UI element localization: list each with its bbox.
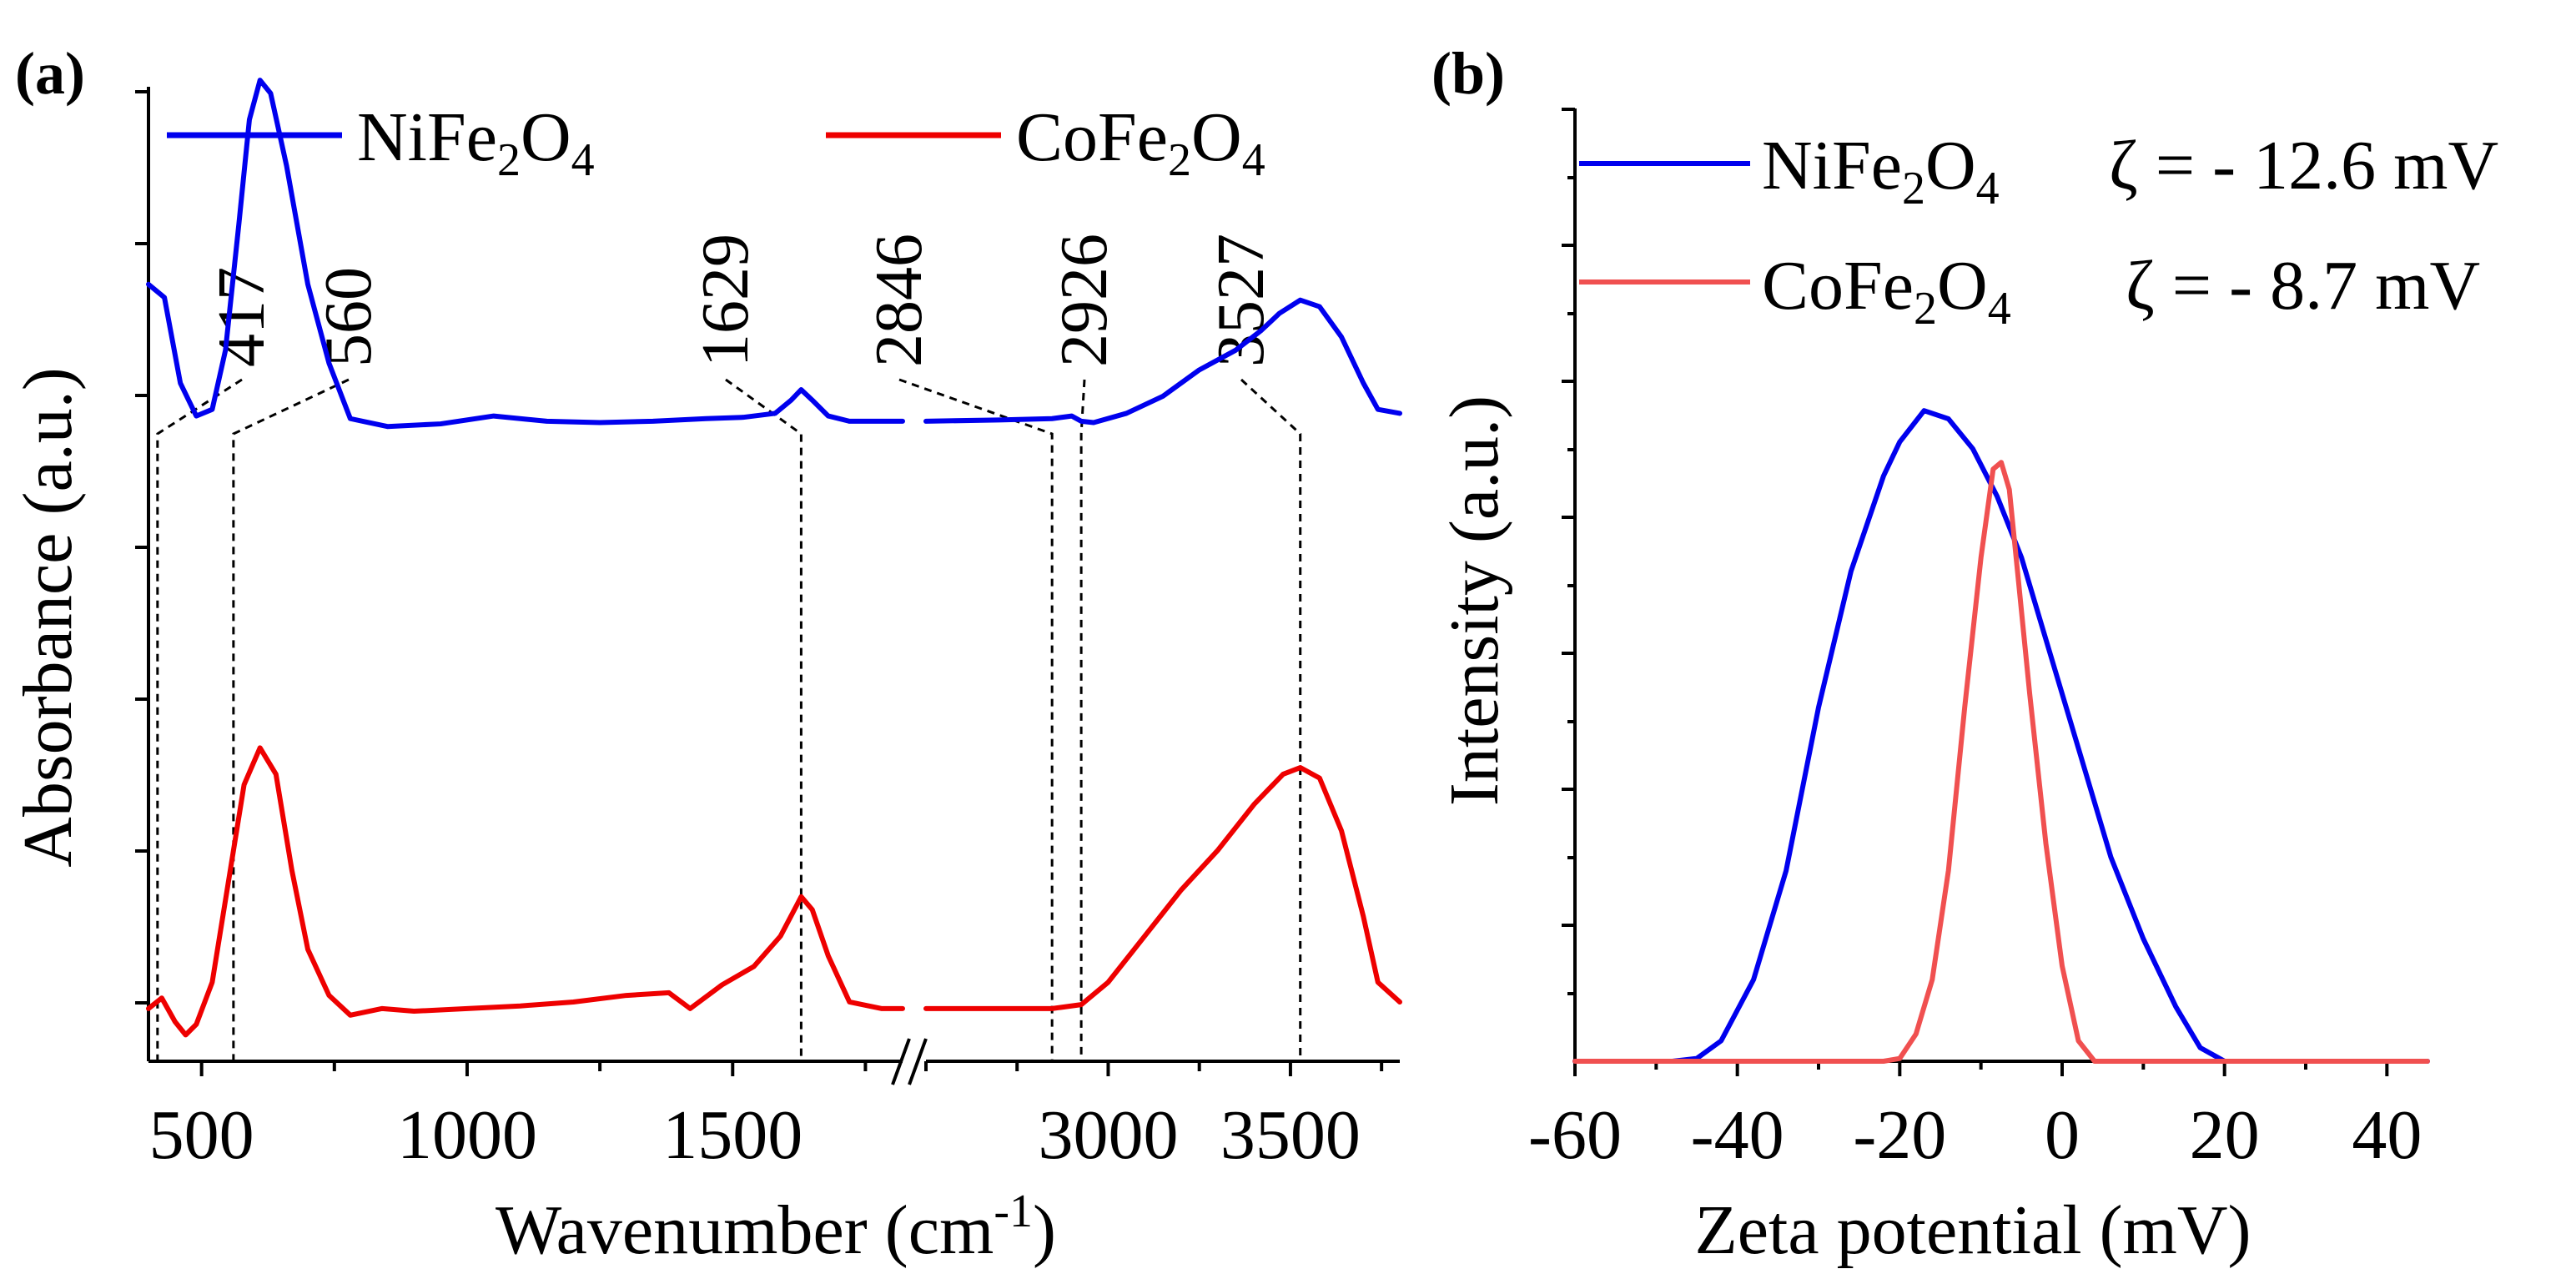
panel-b-y-label: Intensity (a.u.)	[1436, 395, 1513, 806]
peak-label-560: 560	[312, 267, 385, 367]
peak-guide-3527	[1240, 378, 1302, 1061]
legend-label-nife-b: NiFe2O4	[1762, 127, 2000, 214]
peak-label-417: 417	[205, 267, 279, 367]
panel-a-x-tick-label: 3000	[1038, 1096, 1178, 1174]
panel-a-series	[146, 78, 1402, 1038]
peak-guide-2846	[898, 378, 1054, 1061]
peak-label-2926: 2926	[1048, 234, 1121, 367]
nife-spectrum-seg1	[146, 78, 905, 430]
peak-guide-417	[156, 378, 243, 1061]
peak-guide-1629	[725, 378, 802, 1061]
panel-b-legend: NiFe2O4 ζ = - 12.6 mV CoFe2O4 ζ = - 8.7 …	[1579, 127, 2498, 335]
panel-b-x-tick-label: -40	[1691, 1096, 1784, 1174]
legend-label-nife-a: NiFe2O4	[357, 98, 595, 186]
peak-guide-560	[232, 378, 350, 1061]
panel-b-x-label: Zeta potential (mV)	[1694, 1191, 2251, 1269]
panel-b-x-tick-label: -60	[1528, 1096, 1622, 1174]
nife-zeta-curve	[1572, 408, 2430, 1064]
panel-a-x-label: Wavenumber (cm-1)	[496, 1186, 1056, 1269]
panel-a-x-tick-label: 500	[149, 1096, 254, 1174]
panel-b-x-ticks: -60 -40 -20 0 20 40	[1528, 1061, 2422, 1174]
panel-a-legend: NiFe2O4 CoFe2O4	[167, 98, 1265, 186]
zeta-value-cofe: ζ = - 8.7 mV	[2126, 247, 2480, 325]
axis-break-mark	[891, 1038, 928, 1085]
panel-b-label: (b)	[1431, 40, 1505, 107]
peak-guide-2926	[1079, 379, 1086, 1061]
cofe-zeta-curve	[1572, 460, 2430, 1064]
panel-a: (a) 500 1000 1500 3000 3500 417 560 1629 2846 29…	[9, 40, 1402, 1269]
panel-b-x-tick-label: 40	[2352, 1096, 2422, 1174]
zeta-value-nife: ζ = - 12.6 mV	[2109, 127, 2498, 204]
cofe-spectrum-seg1	[146, 745, 905, 1038]
panel-a-x-ticks: 500 1000 1500 3000 3500	[149, 1061, 1384, 1174]
cofe-spectrum-seg2	[923, 765, 1402, 1011]
panel-a-y-ticks	[135, 90, 148, 1005]
panel-b-series	[1572, 408, 2430, 1064]
panel-a-x-tick-label: 1500	[662, 1096, 802, 1174]
panel-a-x-tick-label: 3500	[1220, 1096, 1361, 1174]
panel-b: (b) -60 -40 -20 0 20 40 Intensity (a.u.) Zeta…	[1431, 40, 2498, 1269]
peak-label-2846: 2846	[863, 234, 936, 367]
legend-label-cofe-b: CoFe2O4	[1762, 247, 2011, 335]
panel-a-label: (a)	[15, 40, 85, 107]
panel-b-x-tick-label: 0	[2045, 1096, 2080, 1174]
legend-label-cofe-a: CoFe2O4	[1016, 98, 1265, 186]
panel-a-y-label: Absorbance (a.u.)	[9, 367, 87, 867]
nife-spectrum-seg2	[923, 297, 1402, 425]
peak-label-1629: 1629	[689, 234, 762, 367]
panel-b-y-ticks	[1562, 108, 1575, 995]
panel-b-x-tick-label: -20	[1853, 1096, 1946, 1174]
panel-b-x-tick-label: 20	[2190, 1096, 2260, 1174]
panel-a-x-tick-label: 1000	[397, 1096, 537, 1174]
panel-a-peak-guides: 417 560 1629 2846 2926 3527	[156, 234, 1302, 1061]
